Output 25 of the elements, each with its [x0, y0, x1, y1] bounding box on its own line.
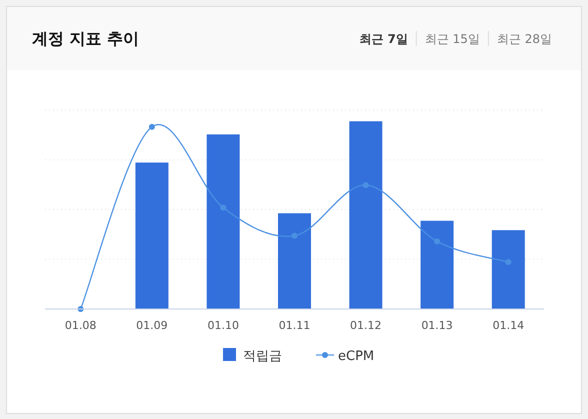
point [505, 259, 512, 266]
legend-label: 적립금 [243, 349, 282, 364]
bar [135, 162, 168, 309]
chart-title: 계정 지표 추이 [32, 29, 140, 48]
x-tick-label: 01.12 [350, 319, 382, 332]
x-tick-label: 01.08 [64, 319, 96, 332]
point [148, 124, 155, 130]
point [220, 204, 226, 211]
bar [278, 213, 311, 309]
x-tick-label: 01.10 [207, 319, 239, 332]
point [362, 182, 369, 188]
point [434, 238, 440, 244]
x-tick-label: 01.13 [421, 319, 453, 332]
x-tick-label: 01.11 [278, 319, 310, 332]
legend-label: eCPM [338, 349, 374, 364]
text: 최근 15일 [424, 32, 480, 46]
bar [206, 134, 240, 309]
x-tick-label: 01.14 [492, 319, 524, 332]
text: 최근 28일 [496, 32, 552, 46]
bar [420, 220, 454, 309]
bar [349, 121, 382, 309]
x-tick-label: 01.09 [136, 319, 168, 332]
bar [492, 230, 525, 309]
point [292, 232, 298, 239]
text: 최근 7일 [359, 32, 408, 46]
